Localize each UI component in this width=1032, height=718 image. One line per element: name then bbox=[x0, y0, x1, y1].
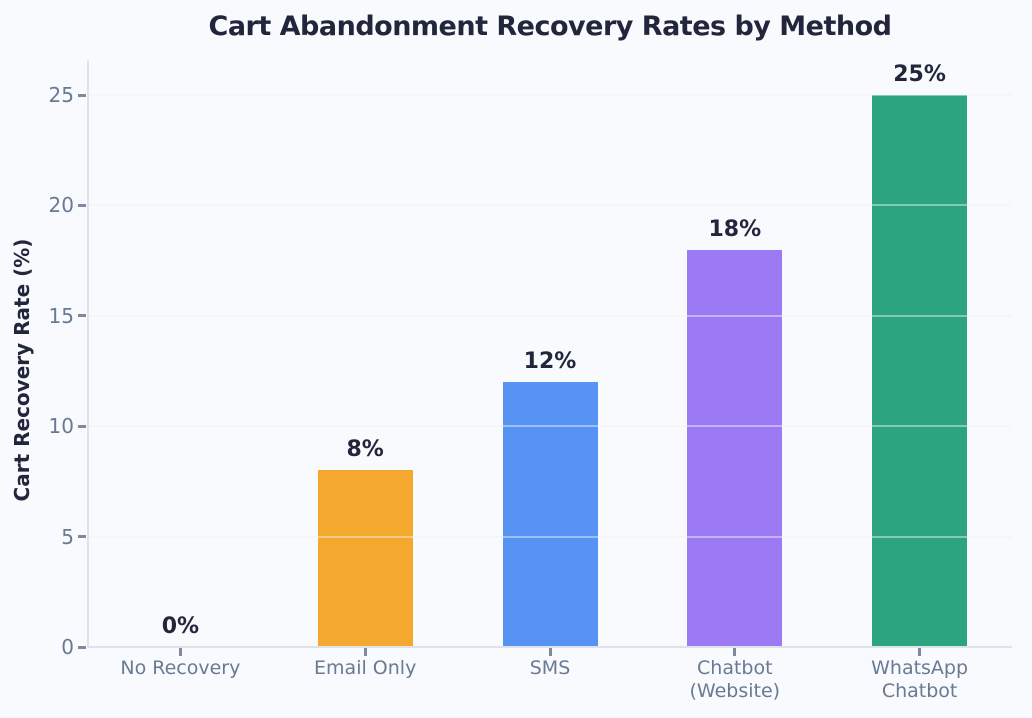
gridline bbox=[88, 204, 1012, 207]
bar-sms bbox=[502, 382, 598, 647]
bar-value-label: 25% bbox=[893, 62, 946, 87]
gridline bbox=[88, 94, 1012, 96]
x-tick-mark bbox=[733, 648, 737, 656]
gridline-overlay bbox=[88, 94, 1012, 96]
y-tick-label: 15 bbox=[48, 303, 74, 328]
x-axis-line bbox=[87, 646, 1012, 648]
y-tick-mark bbox=[78, 203, 86, 207]
y-tick-mark bbox=[78, 314, 86, 318]
x-tick-label: Email Only bbox=[314, 657, 417, 679]
y-tick-mark bbox=[78, 535, 86, 539]
y-axis-label: Cart Recovery Rate (%) bbox=[10, 238, 34, 502]
bar-chatbot-(website) bbox=[687, 249, 783, 647]
y-axis-line bbox=[87, 59, 89, 648]
y-tick-mark bbox=[78, 424, 86, 428]
y-tick-label: 10 bbox=[48, 414, 74, 439]
x-tick-label: WhatsApp Chatbot bbox=[871, 657, 969, 702]
y-tick-label: 25 bbox=[48, 83, 74, 107]
gridline-overlay bbox=[88, 425, 1012, 428]
bar-value-label: 0% bbox=[161, 614, 200, 639]
y-tick-mark bbox=[78, 645, 86, 649]
y-tick-label: 20 bbox=[48, 193, 74, 218]
gridline-overlay bbox=[88, 204, 1012, 207]
x-tick-mark bbox=[178, 648, 182, 656]
x-tick-mark bbox=[548, 648, 552, 656]
bar-email-only bbox=[317, 470, 413, 647]
bar-value-label: 8% bbox=[346, 437, 384, 463]
gridline bbox=[88, 314, 1012, 317]
bar-value-label: 18% bbox=[708, 216, 762, 242]
chart-title: Cart Abandonment Recovery Rates by Metho… bbox=[208, 11, 893, 42]
gridline-overlay bbox=[88, 314, 1012, 317]
x-tick-label: Chatbot (Website) bbox=[689, 657, 781, 702]
y-tick-label: 5 bbox=[61, 524, 74, 549]
x-tick-mark bbox=[363, 648, 367, 656]
x-tick-mark bbox=[918, 648, 922, 656]
bar-value-label: 12% bbox=[523, 349, 577, 375]
x-tick-label: SMS bbox=[529, 657, 571, 679]
x-tick-label: No Recovery bbox=[120, 657, 241, 679]
bar-whatsapp-chatbot bbox=[872, 95, 968, 647]
y-tick-mark bbox=[78, 93, 86, 97]
gridline-overlay bbox=[88, 535, 1012, 538]
y-tick-label: 0 bbox=[61, 635, 74, 659]
